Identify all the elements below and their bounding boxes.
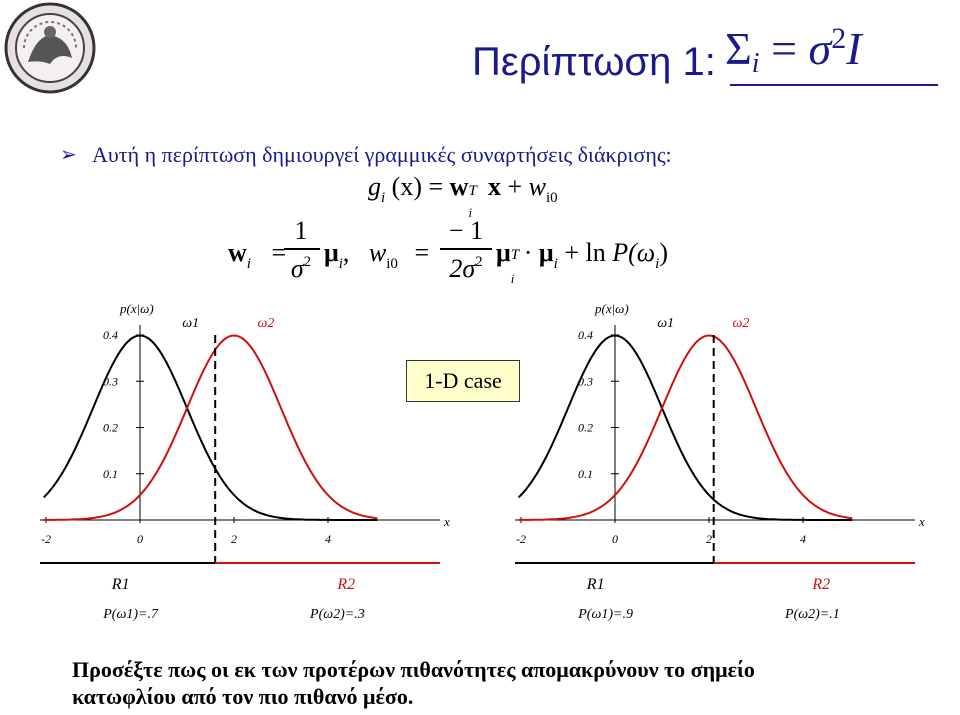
x-tick-label: 0 — [612, 532, 618, 546]
x-axis-label: x — [443, 514, 450, 529]
footer-line-2: κατωφλίου από τον πιο πιθανό μέσο. — [72, 684, 414, 709]
y-tick-label: 0.2 — [103, 421, 118, 435]
class-1-label: ω1 — [657, 316, 674, 331]
y-tick-label: 0.2 — [578, 421, 593, 435]
y-tick-label: 0.1 — [578, 467, 593, 481]
bullet-text: Αυτή η περίπτωση δημιουργεί γραμμικές συ… — [92, 142, 672, 167]
x-tick-label: 4 — [325, 532, 331, 546]
x-tick-label: -2 — [516, 532, 526, 546]
x-tick-label: 0 — [137, 532, 143, 546]
x-tick-label: -2 — [41, 532, 51, 546]
x-tick-label: 2 — [706, 532, 712, 546]
x-tick-label: 4 — [800, 532, 806, 546]
region-1-label: R1 — [111, 576, 130, 593]
x-axis-label: x — [918, 514, 925, 529]
y-axis-label: p(x|ω) — [594, 301, 629, 316]
y-tick-label: 0.4 — [578, 328, 593, 342]
prior-2-label: P(ω2)=.1 — [784, 607, 840, 622]
density-curve-class-2 — [518, 334, 853, 521]
prior-1-label: P(ω1)=.7 — [102, 607, 159, 622]
region-2-label: R2 — [336, 576, 355, 593]
x-tick-label: 2 — [231, 532, 237, 546]
university-seal-logo — [4, 2, 96, 94]
y-axis-label: p(x|ω) — [119, 301, 154, 316]
class-2-label: ω2 — [258, 316, 275, 331]
page-title: Περίπτωση 1: — [472, 40, 716, 84]
title-formula: Σi = σ2I — [725, 22, 862, 79]
region-2-label: R2 — [811, 576, 830, 593]
prior-2-label: P(ω2)=.3 — [309, 607, 365, 622]
y-tick-label: 0.1 — [103, 467, 118, 481]
title-underline — [730, 84, 938, 86]
bullet-arrow-icon: ➢ — [60, 144, 77, 166]
footer-note: Προσέξτε πως οι εκ των προτέρων πιθανότη… — [72, 656, 755, 710]
footer-line-1: Προσέξτε πως οι εκ των προτέρων πιθανότη… — [72, 657, 755, 682]
class-1-label: ω1 — [182, 316, 199, 331]
prior-1-label: P(ω1)=.9 — [577, 607, 633, 622]
density-curve-class-1 — [42, 334, 378, 521]
y-tick-label: 0.4 — [103, 328, 118, 342]
case-label-box: 1-D case — [406, 360, 520, 402]
density-curve-class-1 — [517, 334, 853, 521]
class-2-label: ω2 — [733, 316, 750, 331]
density-curve-class-2 — [43, 334, 378, 521]
region-1-label: R1 — [586, 576, 605, 593]
